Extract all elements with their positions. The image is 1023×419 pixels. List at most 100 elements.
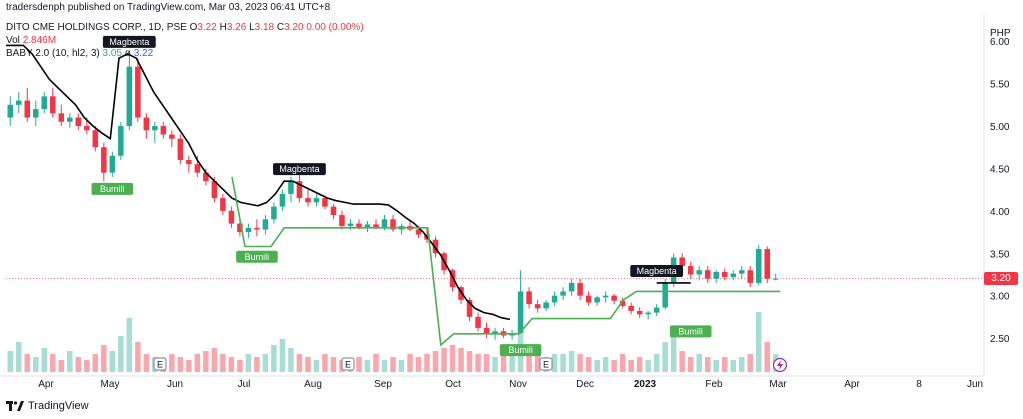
earnings-marker[interactable] [153, 357, 167, 371]
candle-body[interactable] [560, 291, 566, 296]
candle-body[interactable] [339, 215, 345, 227]
volume-label[interactable]: Vol [6, 35, 20, 46]
symbol-name[interactable]: DITO CME HOLDINGS CORP., 1D, PSE [6, 22, 187, 33]
candle-body[interactable] [220, 198, 226, 211]
candle-body[interactable] [755, 249, 762, 283]
candle-body[interactable] [679, 257, 685, 266]
candle-body[interactable] [687, 265, 694, 275]
candle-body[interactable] [186, 159, 192, 165]
candle-body[interactable] [602, 295, 609, 298]
candle-body[interactable] [483, 327, 490, 334]
candle-body[interactable] [262, 219, 269, 230]
price-tick-label: 5.00 [990, 122, 1010, 133]
candle-body[interactable] [135, 66, 141, 118]
candle-body[interactable] [636, 310, 643, 315]
candle-body[interactable] [619, 300, 626, 306]
candle-body[interactable] [466, 299, 473, 317]
candle-body[interactable] [169, 134, 175, 139]
candle-body[interactable] [534, 304, 541, 309]
candle-body[interactable] [730, 273, 736, 278]
candle-body[interactable] [373, 224, 379, 228]
buy-signal-badge[interactable] [236, 250, 278, 263]
candle-body[interactable] [662, 282, 668, 308]
candle-body[interactable] [254, 227, 260, 230]
candle-body[interactable] [177, 138, 184, 160]
candle-body[interactable] [203, 172, 209, 182]
sell-signal-badge[interactable] [102, 35, 156, 48]
candle-body[interactable] [41, 96, 48, 110]
candle-body[interactable] [160, 126, 167, 135]
candle-body[interactable] [611, 295, 617, 301]
candle-body[interactable] [313, 198, 320, 203]
candle-body[interactable] [67, 117, 73, 122]
candle-body[interactable] [211, 181, 218, 199]
candle-body[interactable] [118, 126, 124, 156]
candle-body[interactable] [50, 96, 56, 114]
candle-body[interactable] [347, 223, 354, 227]
candle-body[interactable] [271, 206, 277, 220]
candle-body[interactable] [577, 282, 583, 296]
candle-body[interactable] [101, 147, 107, 173]
candle-body[interactable] [458, 287, 464, 300]
candle-body[interactable] [449, 270, 456, 288]
candle-body[interactable] [356, 223, 362, 228]
candle-body[interactable] [194, 164, 201, 173]
candle-body[interactable] [58, 113, 65, 122]
candle-body[interactable] [92, 130, 99, 148]
candle-body[interactable] [738, 270, 745, 274]
candle-body[interactable] [645, 312, 651, 315]
candle-body[interactable] [322, 198, 328, 207]
candle-body[interactable] [143, 117, 150, 131]
candle-body[interactable] [84, 126, 90, 131]
candle-body[interactable] [696, 270, 702, 275]
candle-body[interactable] [585, 295, 592, 303]
candle-body[interactable] [228, 210, 235, 224]
candle-body[interactable] [288, 181, 294, 194]
candle-body[interactable] [237, 223, 243, 233]
earnings-marker[interactable] [341, 357, 355, 371]
candle-body[interactable] [594, 297, 600, 303]
buy-signal-badge[interactable] [499, 344, 542, 357]
candle-body[interactable] [568, 282, 575, 292]
candle-body[interactable] [109, 155, 116, 173]
candle-body[interactable] [126, 66, 133, 127]
candle-body[interactable] [33, 109, 39, 118]
indicator-name[interactable]: BABY 2.0 (10, hl2, 3) [6, 48, 100, 59]
candle-body[interactable] [415, 229, 422, 235]
candle-body[interactable] [628, 305, 634, 311]
footer-brand[interactable]: TradingView [28, 400, 89, 412]
candle-body[interactable] [526, 291, 532, 305]
candle-body[interactable] [330, 206, 337, 216]
candle-body[interactable] [15, 100, 22, 105]
earnings-marker[interactable] [539, 357, 553, 371]
candle-body[interactable] [704, 270, 711, 279]
candle-body[interactable] [296, 181, 303, 199]
candle-body[interactable] [305, 198, 311, 203]
candle-body[interactable] [713, 271, 719, 279]
buy-signal-badge[interactable] [91, 182, 134, 195]
candle-body[interactable] [364, 224, 371, 228]
candle-body[interactable] [772, 278, 779, 280]
candle-body[interactable] [721, 271, 728, 278]
sell-signal-badge[interactable] [630, 264, 684, 277]
candle-body[interactable] [543, 302, 549, 309]
candle-body[interactable] [747, 270, 753, 283]
candle-body[interactable] [551, 295, 558, 303]
candle-body[interactable] [152, 126, 158, 131]
buy-signal-badge[interactable] [669, 325, 712, 338]
sell-signal-badge[interactable] [273, 163, 326, 176]
candle-body[interactable] [75, 117, 82, 127]
candle-body[interactable] [492, 331, 498, 334]
candle-body[interactable] [653, 307, 660, 313]
candle-body[interactable] [475, 316, 481, 328]
candle-body[interactable] [432, 239, 439, 254]
candle-body[interactable] [764, 249, 771, 279]
candle-body[interactable] [245, 227, 252, 233]
candle-body[interactable] [7, 104, 14, 118]
candle-body[interactable] [381, 219, 388, 228]
candle-body[interactable] [279, 193, 286, 207]
candle-body[interactable] [24, 100, 31, 118]
candle-body[interactable] [517, 291, 524, 333]
candle-body[interactable] [390, 219, 396, 230]
